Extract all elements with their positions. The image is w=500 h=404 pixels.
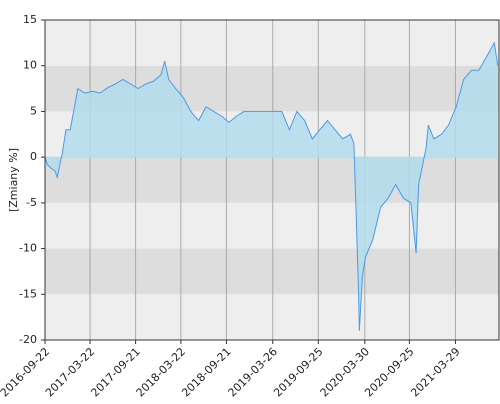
band (45, 157, 499, 203)
y-tick-label: 10 (23, 59, 37, 72)
band (45, 20, 499, 66)
area (45, 42, 498, 331)
y-axis-label: [Zmiany %] (7, 148, 20, 212)
band (45, 294, 499, 340)
y-tick-label: -20 (19, 333, 37, 346)
y-tick-label: -5 (26, 196, 37, 209)
band (45, 248, 499, 295)
y-tick-label: 5 (30, 104, 37, 117)
band (45, 202, 499, 249)
y-tick-label: 0 (30, 150, 37, 163)
line (44, 41, 499, 331)
y-tick-label: -15 (19, 287, 37, 300)
y-tick-label: -10 (19, 242, 37, 255)
x-tick-label: 2021-03-29 (408, 345, 462, 399)
plot-frame (44, 19, 500, 341)
y-tick-label: 15 (23, 13, 37, 26)
